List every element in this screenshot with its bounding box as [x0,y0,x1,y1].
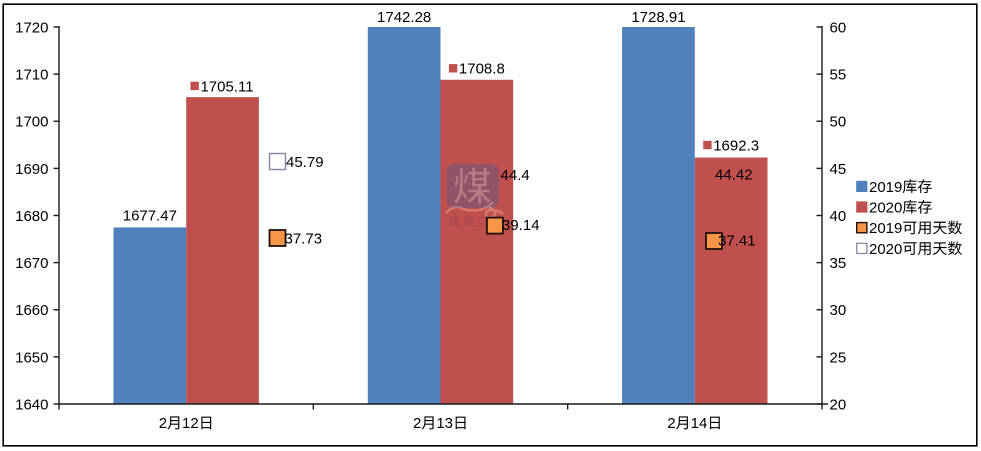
svg-text:1705.11: 1705.11 [200,78,253,95]
svg-text:2019: 2019 [869,179,902,196]
svg-text:2019: 2019 [869,220,902,237]
svg-text:1690: 1690 [15,161,48,178]
svg-text:2020: 2020 [869,199,902,216]
svg-text:1728.91: 1728.91 [631,9,685,26]
svg-text:14: 14 [691,415,708,432]
svg-text:39.14: 39.14 [502,217,540,234]
svg-text:2: 2 [159,415,167,432]
svg-text:1700: 1700 [15,114,48,131]
svg-text:55: 55 [830,67,847,84]
svg-text:1692.3: 1692.3 [713,137,759,154]
svg-text:44.4: 44.4 [501,167,530,184]
svg-text:1660: 1660 [15,302,48,319]
svg-text:44.42: 44.42 [715,166,753,183]
svg-text:37.73: 37.73 [285,230,323,247]
svg-text:12: 12 [182,415,199,432]
svg-text:40: 40 [830,208,847,225]
svg-text:2020: 2020 [869,241,902,258]
svg-text:30: 30 [830,302,847,319]
svg-text:1680: 1680 [15,208,48,225]
svg-text:45: 45 [830,161,847,178]
svg-text:1708.8: 1708.8 [459,61,505,78]
svg-text:1742.28: 1742.28 [377,9,431,26]
svg-text:45.79: 45.79 [286,154,324,171]
svg-text:13: 13 [436,415,453,432]
svg-text:37.41: 37.41 [718,232,756,249]
svg-text:1710: 1710 [15,67,48,84]
svg-text:60: 60 [830,19,847,36]
svg-text:1720: 1720 [15,19,48,36]
svg-text:20: 20 [830,396,847,413]
svg-text:50: 50 [830,114,847,131]
svg-text:35: 35 [830,255,847,272]
svg-text:2: 2 [413,415,421,432]
svg-text:1650: 1650 [15,349,48,366]
svg-text:1670: 1670 [15,255,48,272]
svg-text:25: 25 [830,349,847,366]
svg-text:1677.47: 1677.47 [123,207,177,224]
svg-text:2: 2 [667,415,675,432]
svg-text:1640: 1640 [15,396,48,413]
